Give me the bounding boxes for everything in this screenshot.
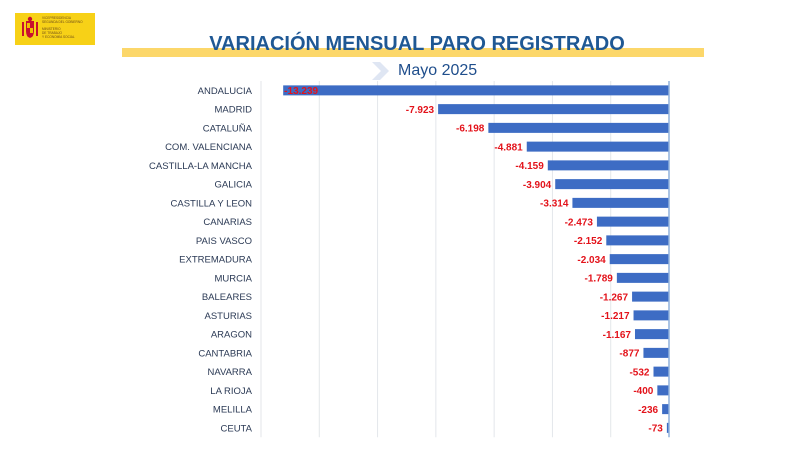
bar <box>283 85 669 96</box>
data-label: -2.473 <box>565 217 594 228</box>
bar <box>633 310 669 321</box>
bar <box>488 122 669 133</box>
category-label: MURCIA <box>215 273 253 284</box>
category-label: CANARIAS <box>203 217 252 228</box>
logo-text: VICEPRESIDENCIA SEGUNDA DEL GOBIERNO MIN… <box>42 16 83 39</box>
data-label: -400 <box>633 386 653 397</box>
category-label: NAVARRA <box>207 367 252 378</box>
chart-subtitle: Mayo 2025 <box>398 62 478 79</box>
category-label: PAIS VASCO <box>196 236 252 247</box>
bar <box>572 197 669 208</box>
category-label: BALEARES <box>202 292 252 303</box>
bar <box>632 291 669 302</box>
bar <box>634 329 669 340</box>
data-label: -1.217 <box>601 311 630 322</box>
category-label: GALICIA <box>215 180 253 191</box>
data-label: -1.267 <box>600 292 629 303</box>
data-label: -1.167 <box>603 330 632 341</box>
category-label: ANDALUCIA <box>198 86 253 97</box>
title-highlight-band <box>122 48 704 57</box>
bar <box>606 235 669 246</box>
bar <box>666 422 669 433</box>
data-label: -2.152 <box>574 236 603 247</box>
category-label: CASTILLA Y LEON <box>171 198 253 209</box>
bar <box>526 141 669 152</box>
data-label: -73 <box>648 424 663 435</box>
bar <box>643 347 669 358</box>
bar <box>438 104 669 115</box>
data-label: -3.904 <box>523 180 552 191</box>
chevron-right-icon <box>372 62 389 80</box>
data-label: -6.198 <box>456 124 485 135</box>
bar <box>555 179 669 190</box>
bar <box>616 272 669 283</box>
bar <box>609 254 669 265</box>
category-label: MELILLA <box>213 405 253 416</box>
data-label: -7.923 <box>406 105 435 116</box>
coat-of-arms-icon <box>22 16 38 38</box>
category-label: CATALUÑA <box>203 123 253 134</box>
data-label: -2.034 <box>577 255 606 266</box>
bar <box>596 216 669 227</box>
page-title: VARIACIÓN MENSUAL PARO REGISTRADO <box>209 33 625 55</box>
category-label: CANTABRIA <box>198 348 252 359</box>
category-label: EXTREMADURA <box>179 255 253 266</box>
data-label: -1.789 <box>585 274 614 285</box>
bar <box>547 160 669 171</box>
category-label: MADRID <box>215 105 253 116</box>
category-label: COM. VALENCIANA <box>165 142 253 153</box>
bar <box>657 385 669 396</box>
data-label: -877 <box>619 349 639 360</box>
data-label: -3.314 <box>540 199 569 210</box>
data-label: -532 <box>629 367 649 378</box>
bar <box>653 366 669 377</box>
data-label: -13.239 <box>284 86 318 97</box>
data-label: -4.159 <box>515 161 544 172</box>
ministry-logo: VICEPRESIDENCIA SEGUNDA DEL GOBIERNO MIN… <box>15 13 95 45</box>
data-label: -4.881 <box>494 142 523 153</box>
bar <box>662 404 669 415</box>
category-label: CEUTA <box>221 423 253 434</box>
category-label: CASTILLA-LA MANCHA <box>149 161 253 172</box>
category-label: ASTURIAS <box>204 311 252 322</box>
data-label: -236 <box>638 405 658 416</box>
category-label: ARAGON <box>211 330 252 341</box>
category-label: LA RIOJA <box>210 386 252 397</box>
